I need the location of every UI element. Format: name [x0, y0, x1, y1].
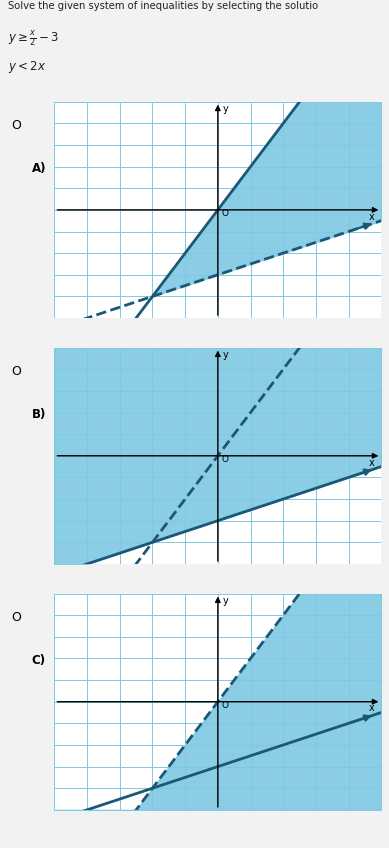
Text: O: O [222, 701, 229, 711]
Text: x: x [369, 458, 375, 467]
Text: y: y [223, 104, 228, 114]
Text: O: O [12, 611, 21, 624]
Text: $y < 2x$: $y < 2x$ [8, 59, 46, 75]
Text: x: x [369, 212, 375, 221]
Text: y: y [223, 596, 228, 605]
Text: y: y [223, 350, 228, 360]
Text: O: O [222, 455, 229, 465]
Text: $y \geq \frac{x}{2} - 3$: $y \geq \frac{x}{2} - 3$ [8, 31, 59, 49]
Text: C): C) [32, 654, 46, 667]
Text: O: O [12, 119, 21, 132]
Text: Solve the given system of inequalities by selecting the solutio: Solve the given system of inequalities b… [8, 2, 318, 11]
Text: O: O [222, 209, 229, 219]
Text: O: O [12, 365, 21, 378]
Text: B): B) [32, 408, 46, 421]
Text: x: x [369, 704, 375, 713]
Text: A): A) [32, 162, 46, 176]
